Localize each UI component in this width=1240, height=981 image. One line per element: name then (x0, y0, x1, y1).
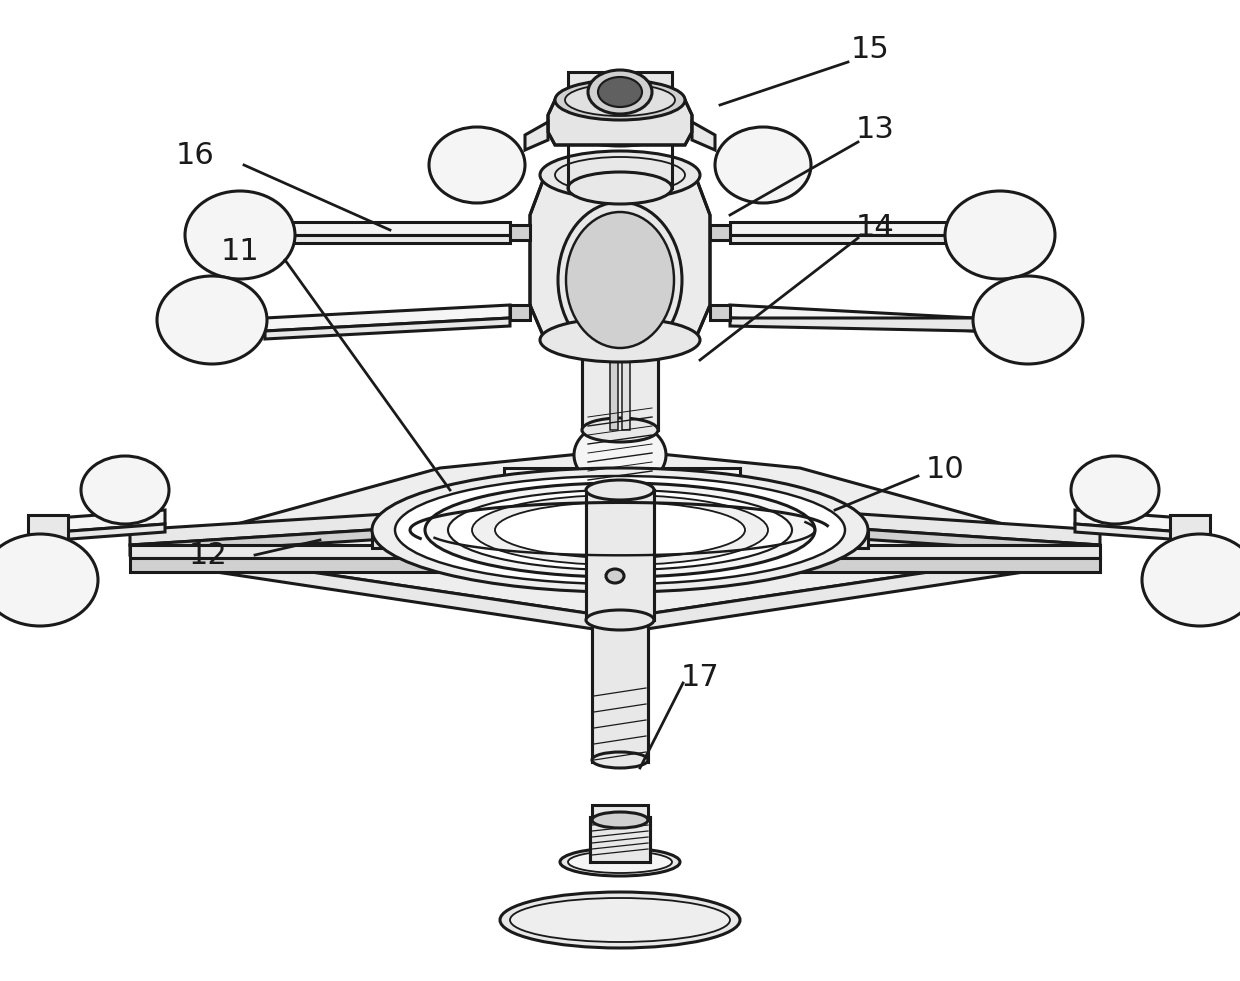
Ellipse shape (472, 495, 768, 565)
Polygon shape (711, 225, 730, 240)
Ellipse shape (568, 851, 672, 873)
Ellipse shape (973, 276, 1083, 364)
Polygon shape (548, 100, 692, 145)
Ellipse shape (606, 569, 624, 583)
Text: 11: 11 (221, 237, 259, 267)
Ellipse shape (495, 502, 745, 558)
Ellipse shape (574, 421, 666, 489)
Polygon shape (730, 318, 975, 331)
Ellipse shape (425, 483, 815, 577)
Text: 13: 13 (856, 116, 894, 144)
Polygon shape (730, 235, 950, 243)
Ellipse shape (539, 151, 701, 199)
Text: 16: 16 (176, 140, 215, 170)
Ellipse shape (1142, 534, 1240, 626)
Polygon shape (30, 524, 165, 542)
Polygon shape (290, 222, 510, 235)
Ellipse shape (510, 898, 730, 942)
Ellipse shape (500, 892, 740, 948)
Bar (590, 817, 650, 862)
Polygon shape (730, 305, 975, 331)
Text: 17: 17 (681, 663, 719, 693)
Ellipse shape (582, 418, 658, 442)
Ellipse shape (565, 212, 675, 348)
Bar (582, 310, 658, 430)
Text: 14: 14 (856, 214, 894, 242)
Polygon shape (150, 450, 1090, 618)
Polygon shape (372, 530, 868, 548)
Polygon shape (130, 558, 1100, 572)
Polygon shape (130, 525, 450, 555)
Polygon shape (265, 305, 510, 331)
Polygon shape (150, 548, 1090, 633)
Ellipse shape (558, 202, 682, 358)
Bar (1171, 515, 1210, 543)
Ellipse shape (591, 812, 649, 828)
Polygon shape (510, 225, 529, 240)
Bar (610, 310, 618, 430)
Ellipse shape (539, 318, 701, 362)
Ellipse shape (568, 172, 672, 204)
Polygon shape (800, 525, 1100, 555)
Polygon shape (730, 222, 950, 235)
Polygon shape (1075, 510, 1210, 534)
Polygon shape (265, 318, 510, 339)
Polygon shape (130, 510, 450, 545)
Bar (622, 310, 630, 430)
Ellipse shape (591, 752, 649, 768)
Ellipse shape (588, 70, 652, 114)
Polygon shape (503, 468, 740, 482)
Polygon shape (711, 305, 730, 320)
Ellipse shape (560, 848, 680, 876)
Bar (568, 72, 672, 130)
Bar (587, 490, 653, 620)
Polygon shape (1075, 524, 1210, 542)
Text: 10: 10 (925, 455, 965, 485)
Ellipse shape (448, 490, 792, 570)
Polygon shape (692, 122, 715, 150)
Bar (591, 530, 649, 762)
Polygon shape (529, 175, 711, 340)
Text: 15: 15 (851, 35, 889, 65)
Ellipse shape (185, 191, 295, 279)
Ellipse shape (945, 191, 1055, 279)
Ellipse shape (556, 80, 684, 120)
Ellipse shape (157, 276, 267, 364)
Polygon shape (510, 305, 529, 320)
Ellipse shape (587, 480, 653, 500)
Polygon shape (290, 235, 510, 243)
Polygon shape (130, 545, 1100, 558)
Ellipse shape (396, 476, 844, 584)
Ellipse shape (568, 114, 672, 146)
Ellipse shape (715, 127, 811, 203)
Ellipse shape (81, 456, 169, 524)
Ellipse shape (556, 157, 684, 193)
Bar (29, 515, 68, 543)
Text: 12: 12 (188, 541, 227, 570)
Polygon shape (30, 510, 165, 534)
Ellipse shape (372, 468, 868, 592)
Polygon shape (525, 122, 548, 150)
Ellipse shape (565, 84, 675, 116)
Ellipse shape (429, 127, 525, 203)
Ellipse shape (587, 610, 653, 630)
Bar (591, 805, 649, 820)
Ellipse shape (0, 534, 98, 626)
Polygon shape (800, 510, 1100, 545)
Ellipse shape (1071, 456, 1159, 524)
Ellipse shape (598, 77, 642, 107)
